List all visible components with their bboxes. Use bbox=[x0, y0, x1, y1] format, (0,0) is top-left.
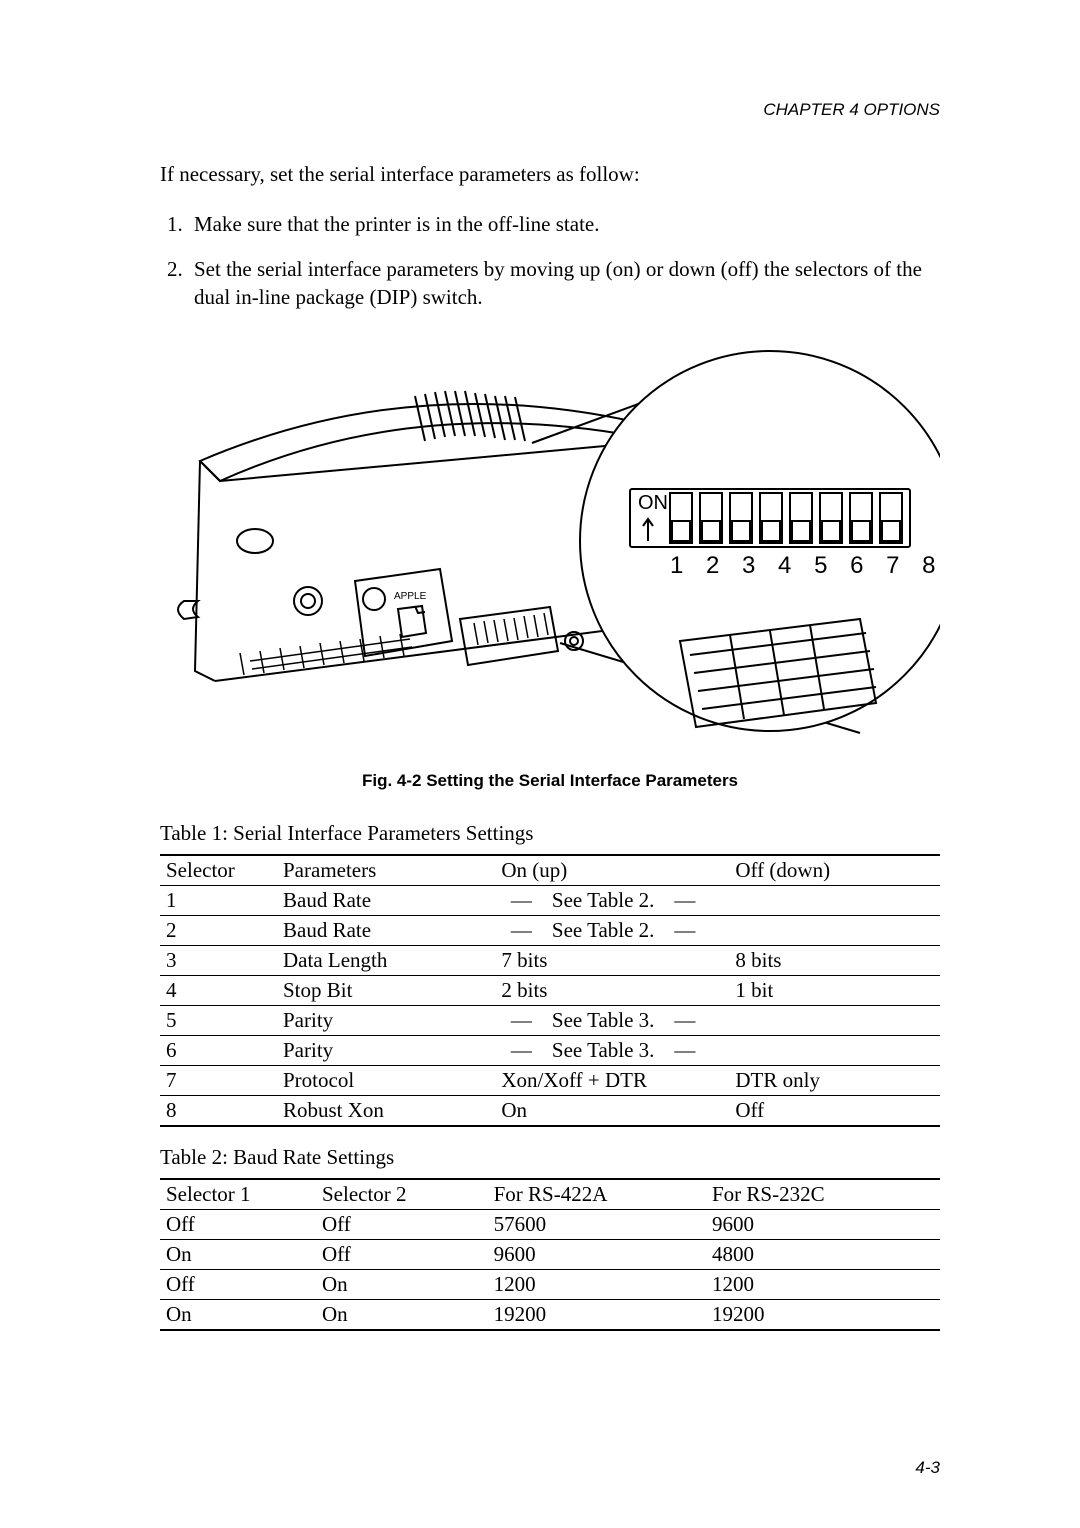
chapter-header: CHAPTER 4 OPTIONS bbox=[160, 100, 940, 120]
steps-list: Make sure that the printer is in the off… bbox=[160, 210, 940, 311]
table-row: 1 Baud Rate — See Table 2. — bbox=[160, 886, 940, 916]
table2: Selector 1 Selector 2 For RS-422A For RS… bbox=[160, 1178, 940, 1331]
intro-paragraph: If necessary, set the serial interface p… bbox=[160, 160, 940, 188]
step-item: Set the serial interface parameters by m… bbox=[188, 255, 940, 312]
figure-caption: Fig. 4-2 Setting the Serial Interface Pa… bbox=[160, 771, 940, 791]
table-row: 8 Robust Xon On Off bbox=[160, 1096, 940, 1127]
th-sel2: Selector 2 bbox=[316, 1179, 488, 1210]
step-item: Make sure that the printer is in the off… bbox=[188, 210, 940, 238]
table-row: On Off 9600 4800 bbox=[160, 1240, 940, 1270]
th-on: On (up) bbox=[495, 855, 729, 886]
table1: Selector Parameters On (up) Off (down) 1… bbox=[160, 854, 940, 1127]
table2-body: Off Off 57600 9600 On Off 9600 4800 Off … bbox=[160, 1210, 940, 1331]
table-row: Off On 1200 1200 bbox=[160, 1270, 940, 1300]
th-parameters: Parameters bbox=[277, 855, 495, 886]
th-232c: For RS-232C bbox=[706, 1179, 940, 1210]
th-422a: For RS-422A bbox=[488, 1179, 706, 1210]
th-off: Off (down) bbox=[729, 855, 940, 886]
svg-text:APPLE: APPLE bbox=[394, 591, 427, 602]
table-row: On On 19200 19200 bbox=[160, 1300, 940, 1331]
table-row: 5 Parity — See Table 3. — bbox=[160, 1006, 940, 1036]
table-row: 2 Baud Rate — See Table 2. — bbox=[160, 916, 940, 946]
table-row: 3 Data Length 7 bits 8 bits bbox=[160, 946, 940, 976]
dip-numbers: 1 2 3 4 5 6 7 8 bbox=[670, 552, 940, 579]
table-row: 7 Protocol Xon/Xoff + DTR DTR only bbox=[160, 1066, 940, 1096]
table1-body: 1 Baud Rate — See Table 2. — 2 Baud Rate… bbox=[160, 886, 940, 1127]
dip-on-label: ON bbox=[638, 492, 668, 514]
th-selector: Selector bbox=[160, 855, 277, 886]
dip-switch-figure-svg: APPLE bbox=[160, 341, 940, 741]
table-row: Off Off 57600 9600 bbox=[160, 1210, 940, 1240]
table1-caption: Table 1: Serial Interface Parameters Set… bbox=[160, 821, 940, 846]
table-row: 6 Parity — See Table 3. — bbox=[160, 1036, 940, 1066]
figure-4-2: APPLE bbox=[160, 341, 940, 741]
table-row: 4 Stop Bit 2 bits 1 bit bbox=[160, 976, 940, 1006]
th-sel1: Selector 1 bbox=[160, 1179, 316, 1210]
page-number: 4-3 bbox=[915, 1458, 940, 1478]
table2-caption: Table 2: Baud Rate Settings bbox=[160, 1145, 940, 1170]
